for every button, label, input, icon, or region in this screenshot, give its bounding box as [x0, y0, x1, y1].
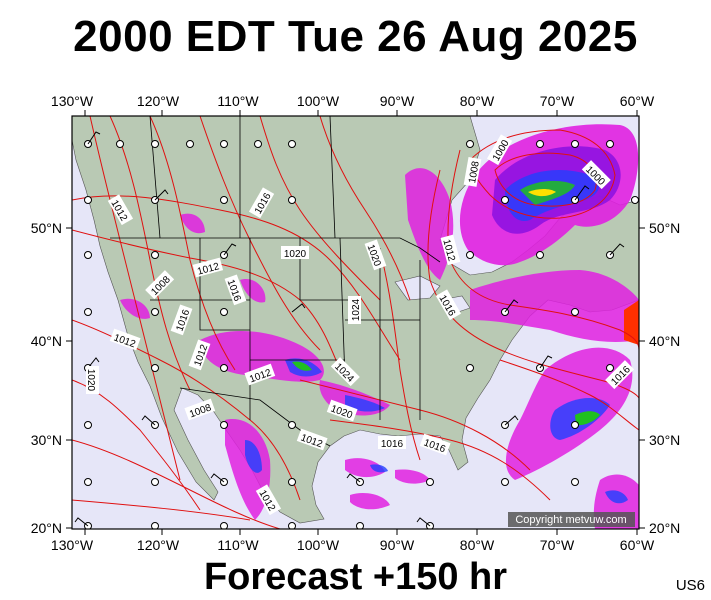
lon-label: 130°W: [51, 93, 94, 109]
lon-label: 120°W: [137, 537, 180, 553]
station-icon: [288, 522, 296, 529]
lat-label: 40°N: [31, 333, 62, 349]
isobar-label: 1020: [284, 249, 307, 260]
lon-label: 70°W: [540, 537, 575, 553]
isobar-label: 1024: [351, 298, 362, 321]
station-icon: [501, 478, 509, 486]
wind-barb-icon: [504, 415, 519, 426]
station-icon: [151, 364, 159, 372]
lat-label: 20°N: [649, 520, 680, 536]
station-icon: [151, 522, 159, 529]
lon-label: 120°W: [137, 93, 180, 109]
wind-barb-icon: [87, 357, 100, 369]
station-icon: [426, 478, 434, 486]
lon-label: 100°W: [297, 537, 340, 553]
station-icon: [606, 364, 614, 372]
station-icon: [356, 522, 364, 529]
station-icon: [220, 308, 228, 316]
station-icon: [151, 140, 159, 148]
lat-label: 50°N: [649, 220, 680, 236]
lat-label: 30°N: [649, 432, 680, 448]
station-icon: [606, 140, 614, 148]
lat-label: 30°N: [31, 432, 62, 448]
station-icon: [186, 140, 194, 148]
lon-label: 100°W: [297, 93, 340, 109]
station-icon: [631, 196, 639, 204]
lat-label: 20°N: [31, 520, 62, 536]
bottom-longitude-labels: 130°W 120°W 110°W 100°W 90°W 80°W 70°W 6…: [51, 537, 655, 553]
lon-label: 70°W: [540, 93, 575, 109]
station-icon: [288, 140, 296, 148]
station-icon: [254, 140, 262, 148]
station-icon: [84, 251, 92, 259]
station-icon: [536, 140, 544, 148]
wind-barb-icon: [574, 185, 590, 201]
wind-barb-icon: [87, 131, 101, 145]
station-icon: [84, 421, 92, 429]
lon-label: 90°W: [380, 537, 415, 553]
isobar-label: 1008: [467, 160, 482, 184]
wind-barb-icon: [416, 517, 431, 527]
copyright-text: Copyright metvuw.com: [515, 514, 626, 526]
wind-barb-icon: [504, 299, 519, 313]
lon-label: 80°W: [460, 93, 495, 109]
station-icon: [466, 364, 474, 372]
station-icon: [220, 421, 228, 429]
isobar-label: 1016: [381, 439, 404, 450]
wind-barb-icon: [154, 189, 169, 201]
page-title: 2000 EDT Tue 26 Aug 2025: [73, 12, 638, 61]
station-icon: [84, 196, 92, 204]
station-icon: [220, 522, 228, 529]
axis-ticks: [66, 110, 645, 535]
wind-barb-icon: [141, 415, 156, 426]
wind-barb-icon: [291, 303, 306, 313]
lon-label: 60°W: [620, 537, 655, 553]
wind-barb-icon: [74, 517, 89, 527]
lat-label: 40°N: [649, 333, 680, 349]
lon-label: 60°W: [620, 93, 655, 109]
station-icon: [116, 140, 124, 148]
wind-barb-icon: [539, 355, 553, 369]
isobar-labels: 1000 1000 1008 1012 1016 1020 1024 1012 …: [85, 134, 635, 516]
station-icon: [220, 140, 228, 148]
station-icon: [220, 364, 228, 372]
lat-label: 50°N: [31, 220, 62, 236]
lon-label: 130°W: [51, 537, 94, 553]
right-latitude-labels: 50°N 40°N 30°N 20°N: [649, 220, 680, 536]
station-icon: [84, 478, 92, 486]
station-icon: [501, 196, 509, 204]
station-icon: [84, 308, 92, 316]
station-icon: [220, 196, 228, 204]
station-icon: [466, 251, 474, 259]
product-code: US6: [675, 577, 705, 594]
map-frame: [71, 115, 640, 530]
station-icon: [151, 251, 159, 259]
station-icon: [151, 478, 159, 486]
lon-label: 90°W: [380, 93, 415, 109]
lon-label: 80°W: [460, 537, 495, 553]
station-icon: [288, 196, 296, 204]
station-icon: [571, 308, 579, 316]
station-icon: [288, 421, 296, 429]
station-icon: [466, 140, 474, 148]
wind-barbs: [74, 131, 625, 527]
wind-barb-icon: [346, 473, 361, 483]
lon-label: 110°W: [217, 93, 259, 109]
station-icon: [288, 478, 296, 486]
weather-map: 1000 1000 1008 1012 1016 1020 1024 1012 …: [31, 93, 681, 553]
left-latitude-labels: 50°N 40°N 30°N 20°N: [31, 220, 62, 536]
station-icon: [536, 251, 544, 259]
wind-barb-icon: [210, 473, 225, 483]
forecast-label: Forecast +150 hr: [203, 556, 508, 598]
station-icon: [571, 140, 579, 148]
station-icon: [151, 308, 159, 316]
station-icon: [571, 478, 579, 486]
wind-barb-icon: [223, 243, 237, 256]
wind-barb-icon: [609, 243, 625, 256]
lon-label: 110°W: [217, 537, 259, 553]
copyright-box: [508, 512, 635, 527]
station-icon: [571, 421, 579, 429]
isobar-label: 1020: [85, 369, 96, 392]
top-longitude-labels: 130°W 120°W 110°W 100°W 90°W 80°W 70°W 6…: [51, 93, 655, 109]
